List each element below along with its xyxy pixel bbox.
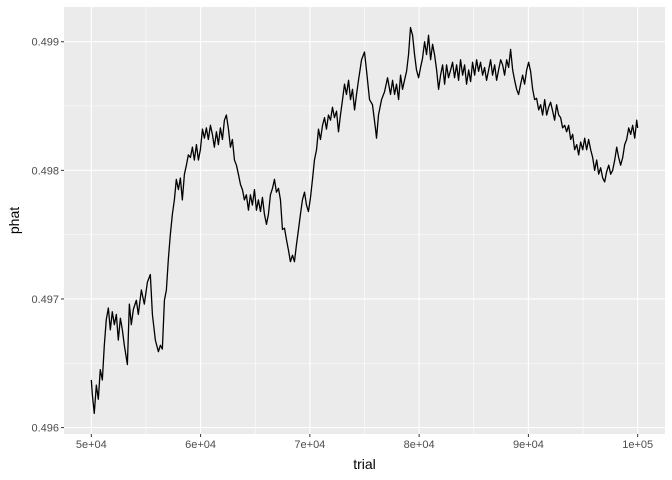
y-tick-label: 0.498 [31, 165, 59, 177]
y-axis-title: phat [6, 207, 22, 234]
y-tick-label: 0.496 [31, 423, 59, 435]
x-tick-label: 1e+05 [622, 439, 653, 451]
x-tick-label: 6e+04 [185, 439, 216, 451]
x-axis-title: trial [353, 456, 376, 472]
y-axis: 0.496 0.497 0.498 0.499 [31, 37, 64, 435]
y-tick-label: 0.499 [31, 37, 59, 49]
x-tick-label: 8e+04 [404, 439, 435, 451]
minor-gridlines [64, 7, 665, 434]
y-tick-label: 0.497 [31, 294, 59, 306]
series-line-phat [90, 26, 639, 415]
x-tick-label: 9e+04 [513, 439, 544, 451]
x-tick-label: 5e+04 [76, 439, 107, 451]
x-axis: 5e+04 6e+04 7e+04 8e+04 9e+04 1e+05 [76, 434, 653, 451]
x-tick-label: 7e+04 [294, 439, 325, 451]
